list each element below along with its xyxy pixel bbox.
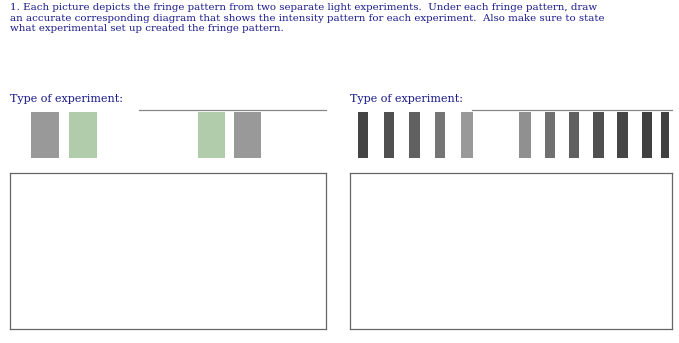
- Text: Type of experiment:: Type of experiment:: [10, 94, 123, 104]
- Bar: [617, 112, 627, 157]
- Bar: [109, 112, 172, 157]
- Bar: [593, 112, 604, 157]
- Bar: [69, 112, 97, 157]
- Bar: [384, 112, 394, 157]
- Bar: [234, 112, 261, 157]
- Bar: [461, 112, 473, 157]
- Bar: [358, 112, 368, 157]
- Bar: [569, 112, 579, 157]
- Text: Type of experiment:: Type of experiment:: [350, 94, 462, 104]
- Bar: [435, 112, 445, 157]
- Bar: [198, 112, 225, 157]
- Bar: [409, 112, 420, 157]
- Bar: [490, 112, 505, 157]
- Bar: [661, 112, 669, 157]
- Text: 1. Each picture depicts the fringe pattern from two separate light experiments. : 1. Each picture depicts the fringe patte…: [10, 3, 605, 33]
- Bar: [545, 112, 555, 157]
- Bar: [519, 112, 531, 157]
- Bar: [31, 112, 59, 157]
- Bar: [642, 112, 652, 157]
